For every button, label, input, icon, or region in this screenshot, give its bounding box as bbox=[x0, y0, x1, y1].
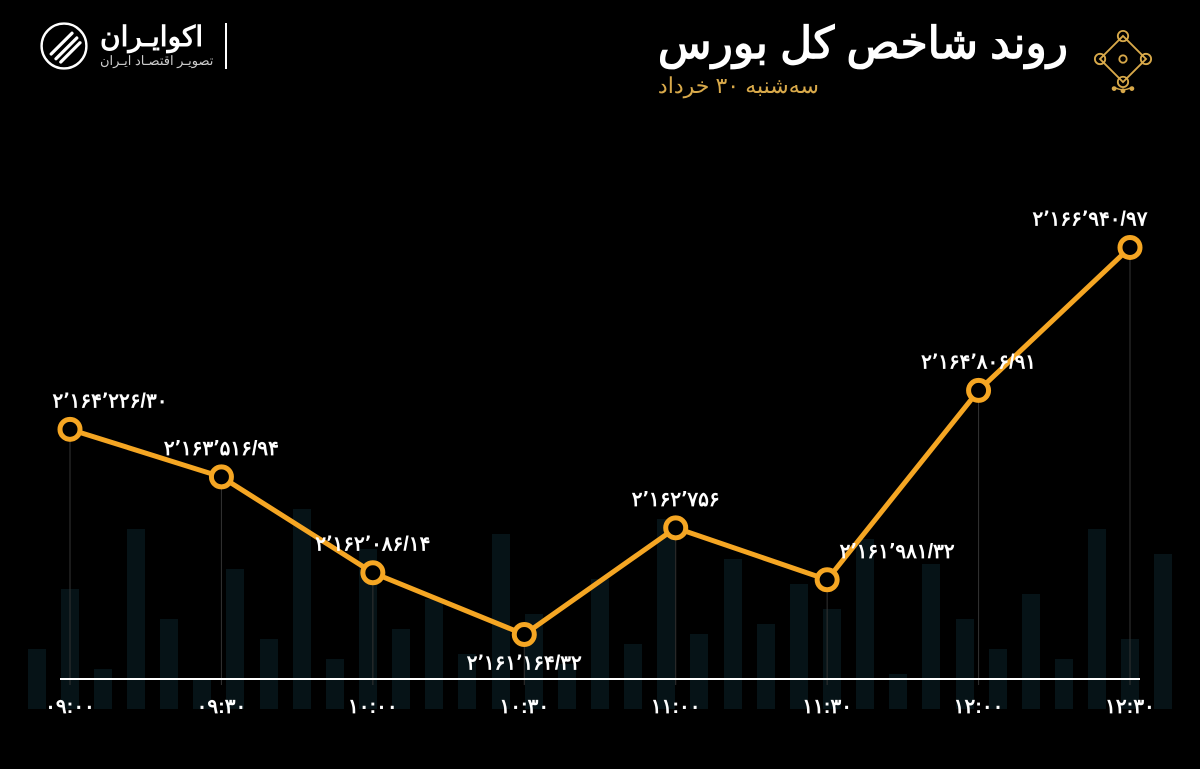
svg-text:۰۹:۰۰: ۰۹:۰۰ bbox=[45, 696, 95, 718]
svg-text:۱۰:۰۰: ۱۰:۰۰ bbox=[348, 696, 398, 718]
brand-name: اکوایـران bbox=[100, 23, 203, 51]
svg-text:۱۱:۰۰: ۱۱:۰۰ bbox=[651, 696, 701, 718]
svg-text:۲٬۱۶۴٬۸۰۶/۹۱: ۲٬۱۶۴٬۸۰۶/۹۱ bbox=[921, 351, 1036, 373]
chart-subtitle: سه‌شنبه ۳۰ خرداد bbox=[658, 73, 819, 99]
svg-text:۱۰:۳۰: ۱۰:۳۰ bbox=[499, 696, 549, 718]
line-chart: ۲٬۱۶۴٬۲۲۶/۳۰ ۲٬۱۶۳٬۵۱۶/۹۴ ۲٬۱۶۲٬۰۸۶/۱۴ ۲٬۱۶… bbox=[40, 170, 1160, 739]
exchange-emblem-icon bbox=[1086, 22, 1160, 96]
svg-text:۲٬۱۶۴٬۲۲۶/۳۰: ۲٬۱۶۴٬۲۲۶/۳۰ bbox=[53, 390, 168, 412]
svg-text:۲٬۱۶۳٬۵۱۶/۹۴: ۲٬۱۶۳٬۵۱۶/۹۴ bbox=[164, 438, 279, 460]
chart-title: روند شاخص کل بورس bbox=[658, 18, 1068, 69]
svg-text:۲٬۱۶۲٬۷۵۶: ۲٬۱۶۲٬۷۵۶ bbox=[632, 489, 720, 511]
svg-text:۲٬۱۶۲٬۰۸۶/۱۴: ۲٬۱۶۲٬۰۸۶/۱۴ bbox=[315, 534, 430, 556]
brand-logo-icon bbox=[40, 22, 88, 70]
brand-block: اکوایـران تصویـر اقتصـاد ایـران bbox=[40, 22, 227, 70]
svg-text:۱۱:۳۰: ۱۱:۳۰ bbox=[802, 696, 852, 718]
svg-text:۱۲:۳۰: ۱۲:۳۰ bbox=[1105, 696, 1155, 718]
header: روند شاخص کل بورس سه‌شنبه ۳۰ خرداد bbox=[658, 18, 1160, 99]
brand-tagline: تصویـر اقتصـاد ایـران bbox=[100, 53, 213, 69]
chart-area: ۲٬۱۶۴٬۲۲۶/۳۰ ۲٬۱۶۳٬۵۱۶/۹۴ ۲٬۱۶۲٬۰۸۶/۱۴ ۲٬۱۶… bbox=[40, 170, 1160, 739]
svg-text:۲٬۱۶۱٬۹۸۱/۳۲: ۲٬۱۶۱٬۹۸۱/۳۲ bbox=[840, 541, 955, 563]
svg-text:۲٬۱۶۶٬۹۴۰/۹۷: ۲٬۱۶۶٬۹۴۰/۹۷ bbox=[1033, 208, 1148, 230]
svg-text:۲٬۱۶۱٬۱۶۴/۳۲: ۲٬۱۶۱٬۱۶۴/۳۲ bbox=[467, 652, 582, 674]
svg-text:۱۲:۰۰: ۱۲:۰۰ bbox=[954, 696, 1004, 718]
svg-text:۰۹:۳۰: ۰۹:۳۰ bbox=[197, 696, 247, 718]
